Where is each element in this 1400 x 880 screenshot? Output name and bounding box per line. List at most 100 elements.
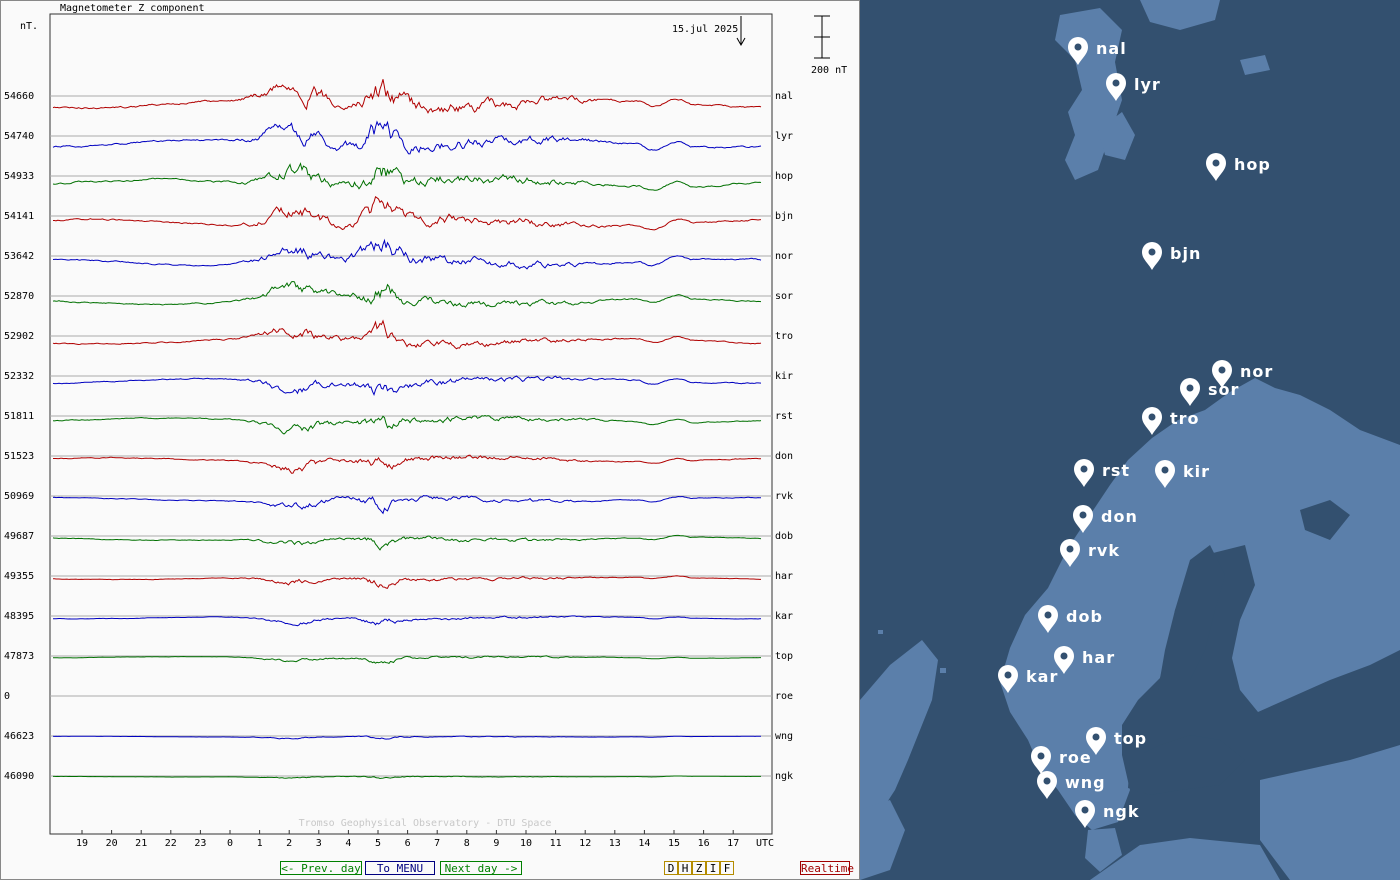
marker-har[interactable]: har: [1054, 646, 1115, 674]
x-tick-label: 2: [286, 838, 292, 849]
map-pin-dot: [1037, 752, 1045, 760]
trace-kar: [52, 615, 762, 627]
map-pin-icon: [1054, 646, 1074, 674]
x-tick-label: 19: [76, 838, 88, 849]
component-h-button[interactable]: H: [678, 861, 692, 875]
map-pin-dot: [1148, 248, 1156, 256]
trace-bjn: [53, 196, 762, 231]
trace-rst: [52, 414, 762, 435]
x-axis-ticks: 19 20 21 22 23 0 1 2 3 4 5 6 7 8 9 10 11 12 13 14 15 16 17: [76, 830, 739, 849]
map-pin-dot: [1081, 806, 1089, 814]
x-tick-label: 23: [194, 838, 206, 849]
magnetogram-chart: 5466054740549335414153642528705290252332…: [4, 3, 847, 849]
map-pin-icon: [1037, 771, 1057, 799]
marker-sor[interactable]: sor: [1180, 378, 1239, 406]
marker-kar[interactable]: kar: [998, 665, 1058, 693]
realtime-button[interactable]: Realtime: [800, 861, 854, 875]
map-pin-icon: [1038, 605, 1058, 633]
baseline-label-sor: 52870: [4, 291, 34, 302]
baseline-label-bjn: 54141: [4, 211, 34, 222]
station-label-kar: kar: [775, 611, 793, 622]
station-label-roe: roe: [775, 691, 793, 702]
marker-roe[interactable]: roe: [1031, 746, 1092, 774]
marker-label-tro: tro: [1170, 409, 1200, 428]
marker-hop[interactable]: hop: [1206, 153, 1271, 181]
marker-tro[interactable]: tro: [1142, 407, 1200, 435]
component-f-button[interactable]: F: [720, 861, 734, 875]
trace-wng: [52, 735, 761, 740]
marker-nor[interactable]: nor: [1212, 360, 1273, 388]
component-i-button[interactable]: I: [706, 861, 720, 875]
baseline-label-wng: 46623: [4, 731, 34, 742]
marker-nal[interactable]: nal: [1068, 37, 1127, 65]
marker-top[interactable]: top: [1086, 727, 1147, 755]
marker-label-wng: wng: [1065, 773, 1106, 792]
map-pin-icon: [1142, 242, 1162, 270]
marker-kir[interactable]: kir: [1155, 460, 1210, 488]
menu-button[interactable]: To MENU: [365, 861, 435, 875]
station-label-nor: nor: [775, 251, 793, 262]
station-label-ngk: ngk: [775, 771, 793, 782]
prev-day-button[interactable]: <- Prev. day: [280, 861, 362, 875]
map-pin-dot: [1066, 545, 1074, 553]
x-tick-label: 14: [638, 838, 650, 849]
x-tick-label: 0: [227, 838, 233, 849]
baseline-label-rvk: 50969: [4, 491, 34, 502]
station-label-lyr: lyr: [775, 131, 793, 142]
station-label-don: don: [775, 451, 793, 462]
land-masses: [860, 0, 1400, 880]
marker-dob[interactable]: dob: [1038, 605, 1103, 633]
map-pin-dot: [1043, 777, 1051, 785]
grid-lines: [50, 95, 772, 777]
marker-label-sor: sor: [1208, 380, 1239, 399]
x-tick-label: 17: [727, 838, 739, 849]
marker-rst[interactable]: rst: [1074, 459, 1130, 487]
component-d-button[interactable]: D: [664, 861, 678, 875]
station-label-dob: dob: [775, 531, 793, 542]
map-pin-icon: [1212, 360, 1232, 388]
x-tick-label: 21: [135, 838, 147, 849]
marker-lyr[interactable]: lyr: [1106, 73, 1161, 101]
trace-har: [52, 575, 761, 589]
station-map: nal lyr hop bjn nor sor tro rst kir don rvk dob har k…: [860, 0, 1400, 880]
x-tick-label: 22: [165, 838, 177, 849]
x-tick-label: 20: [106, 838, 118, 849]
map-pin-icon: [1075, 800, 1095, 828]
marker-label-dob: dob: [1066, 607, 1103, 626]
map-pin-icon: [998, 665, 1018, 693]
marker-label-don: don: [1101, 507, 1138, 526]
baseline-label-nal: 54660: [4, 91, 34, 102]
map-pin-dot: [1080, 465, 1088, 473]
marker-label-hop: hop: [1234, 155, 1271, 174]
marker-wng[interactable]: wng: [1037, 771, 1106, 799]
marker-bjn[interactable]: bjn: [1142, 242, 1201, 270]
baseline-label-dob: 49687: [4, 531, 34, 542]
marker-don[interactable]: don: [1073, 505, 1138, 533]
marker-rvk[interactable]: rvk: [1060, 539, 1120, 567]
map-pin-icon: [1106, 73, 1126, 101]
marker-label-roe: roe: [1059, 748, 1092, 767]
next-day-button[interactable]: Next day ->: [440, 861, 522, 875]
baseline-label-har: 49355: [4, 571, 34, 582]
station-label-bjn: bjn: [775, 211, 793, 222]
station-label-hop: hop: [775, 171, 793, 182]
chart-frame: [0, 0, 860, 880]
marker-label-bjn: bjn: [1170, 244, 1201, 263]
map-pin-dot: [1044, 611, 1052, 619]
plot-area: [49, 13, 773, 835]
station-label-har: har: [775, 571, 793, 582]
marker-ngk[interactable]: ngk: [1075, 800, 1139, 828]
marker-label-rvk: rvk: [1088, 541, 1120, 560]
x-unit-label: UTC: [756, 838, 774, 849]
station-label-rst: rst: [775, 411, 793, 422]
map-pin-dot: [1060, 652, 1068, 660]
x-tick-label: 12: [579, 838, 591, 849]
x-tick-label: 1: [257, 838, 263, 849]
baseline-label-top: 47873: [4, 651, 34, 662]
map-pin-icon: [1086, 727, 1106, 755]
component-z-button[interactable]: Z: [692, 861, 706, 875]
map-pin-dot: [1004, 671, 1012, 679]
trace-don: [53, 454, 762, 474]
x-tick-label: 4: [345, 838, 351, 849]
